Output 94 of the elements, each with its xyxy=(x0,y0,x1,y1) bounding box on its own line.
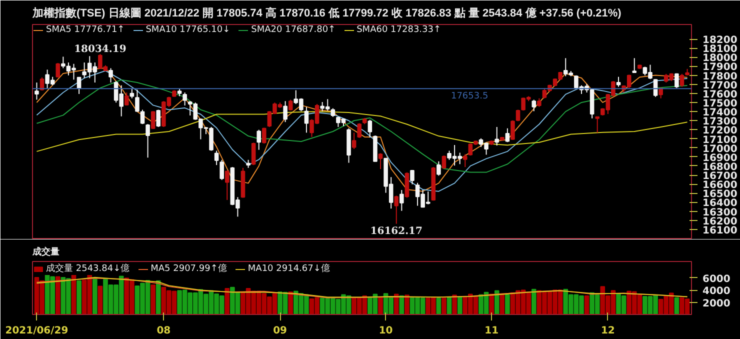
bar xyxy=(489,294,494,314)
candlestick xyxy=(130,88,134,99)
y-tick-label: 16800 xyxy=(702,162,738,173)
candlestick xyxy=(124,92,129,106)
candlestick xyxy=(182,92,187,106)
bar xyxy=(531,288,536,314)
line-series xyxy=(36,79,688,173)
x-tick-label: 09 xyxy=(273,326,288,336)
candlestick xyxy=(304,106,309,134)
candlestick xyxy=(283,100,288,123)
candlestick xyxy=(410,169,414,185)
y-tick-label: 4000 xyxy=(702,286,730,298)
bar xyxy=(98,286,103,314)
legend-label: MA5 2907.99↑億 xyxy=(150,262,227,275)
y-tick-label: 16900 xyxy=(702,152,738,164)
candlestick xyxy=(224,170,230,200)
candlestick xyxy=(56,62,60,78)
legend-label: 成交量 2543.84↓億 xyxy=(46,262,130,275)
bar xyxy=(404,294,410,314)
candlestick xyxy=(404,172,410,198)
candlestick xyxy=(146,124,150,158)
legend-label: SMA60 17283.33↑ xyxy=(356,25,442,35)
ref-line-label: 17653.5 xyxy=(450,92,488,102)
bar xyxy=(76,280,82,314)
bar xyxy=(494,290,500,314)
chart-title: 成交量 xyxy=(32,246,60,256)
bar xyxy=(394,294,399,314)
bar xyxy=(436,298,442,314)
legend-label: SMA20 17687.80↑ xyxy=(251,25,336,35)
bar xyxy=(505,294,510,314)
y-tick-label: 16100 xyxy=(702,225,738,236)
legend-label: SMA10 17765.10↓ xyxy=(146,25,230,35)
candlestick xyxy=(368,119,372,138)
candlestick xyxy=(352,132,356,150)
bar xyxy=(55,276,60,314)
candlestick xyxy=(510,120,515,140)
y-tick-label: 17900 xyxy=(702,62,738,74)
annotation: 18034.19 xyxy=(74,44,126,56)
y-tick-label: 17700 xyxy=(702,80,738,92)
candlestick xyxy=(256,129,262,150)
x-tick-label: 2021/06/29 xyxy=(5,326,68,336)
bar xyxy=(378,296,383,314)
candlestick xyxy=(494,126,500,146)
candlestick xyxy=(436,160,441,176)
candlestick xyxy=(108,68,113,84)
candlestick xyxy=(262,127,266,144)
y-tick-label: 17000 xyxy=(702,144,738,155)
y-tick-label: 17100 xyxy=(702,134,738,146)
candlestick xyxy=(400,189,404,212)
y-tick-label: 16200 xyxy=(702,216,738,228)
bar xyxy=(224,288,230,314)
x-tick-label: 11 xyxy=(484,326,499,336)
candlestick xyxy=(378,152,383,170)
candlestick xyxy=(505,128,510,143)
y-tick-label: 16300 xyxy=(702,207,738,218)
bar xyxy=(452,294,457,314)
candlestick xyxy=(156,109,161,128)
bar xyxy=(442,298,446,314)
candlestick xyxy=(632,58,637,73)
bar xyxy=(674,297,680,314)
candlestick xyxy=(220,159,224,180)
x-tick-label: 12 xyxy=(600,326,615,336)
bar xyxy=(584,295,590,314)
candlestick xyxy=(595,116,600,134)
y-tick-label: 6000 xyxy=(702,274,730,285)
legend-label: MA10 2914.67↓億 xyxy=(248,262,330,275)
candlestick xyxy=(251,142,256,166)
y-tick-label: 17500 xyxy=(702,98,738,110)
chart-title: 加權指數(TSE) 日線圖 2021/12/22 開 17805.74 高 17870.16 低 17799.72 收 17826.83 點 量 2543.84 億 +37.56 (+0.21%) xyxy=(32,6,622,20)
candlestick xyxy=(150,110,156,130)
bar xyxy=(150,284,156,314)
bar xyxy=(92,278,98,314)
candlestick xyxy=(653,78,658,98)
candlestick xyxy=(442,155,446,170)
candlestick xyxy=(288,99,293,111)
annotation: 16162.17 xyxy=(370,226,423,237)
candlestick xyxy=(616,76,621,88)
x-tick-label: 10 xyxy=(378,326,393,336)
bar xyxy=(156,280,161,314)
candlestick xyxy=(532,99,536,112)
candlestick xyxy=(34,82,39,100)
candlestick xyxy=(357,122,362,138)
y-tick-label: 17600 xyxy=(702,89,738,100)
y-tick-label: 17200 xyxy=(702,126,738,137)
y-tick-label: 17800 xyxy=(702,71,738,82)
bar xyxy=(288,291,294,314)
y-tick-label: 2000 xyxy=(702,298,730,310)
candlestick xyxy=(394,195,399,224)
x-tick-label: 08 xyxy=(156,326,171,336)
candlestick xyxy=(214,150,219,166)
legend-label: SMA5 17776.71↑ xyxy=(46,25,125,35)
y-tick-label: 16400 xyxy=(702,198,738,210)
candlestick xyxy=(462,154,468,168)
candlestick xyxy=(674,72,679,88)
